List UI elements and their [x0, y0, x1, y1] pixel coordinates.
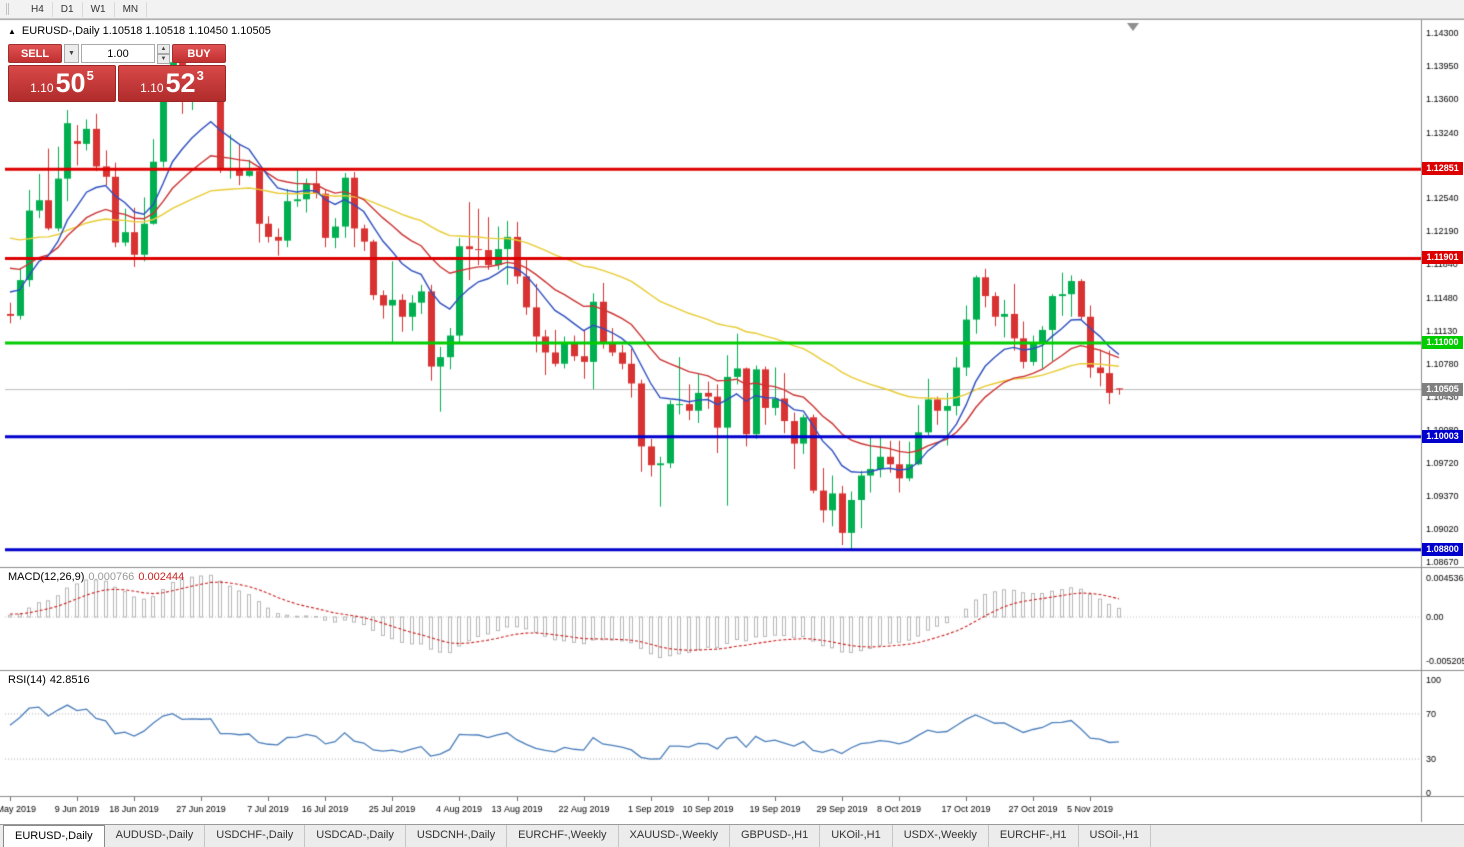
price-level-tag-1.11901[interactable]: 1.11901 [1422, 251, 1463, 264]
buy-button[interactable]: BUY [172, 44, 226, 63]
chart-tab-usoil-h1[interactable]: USOil-,H1 [1079, 825, 1152, 847]
rsi-indicator-label: RSI(14) 42.8516 [8, 674, 90, 686]
macd-label-text: MACD(12,26,9) [8, 571, 85, 583]
chart-tab-bar: EURUSD-,Daily AUDUSD-,Daily USDCHF-,Daily U… [0, 824, 1464, 847]
chart-tab-ukoil-h1[interactable]: UKOil-,H1 [820, 825, 893, 847]
timeframe-h4-button[interactable]: H4 [23, 1, 53, 17]
timeframe-toolbar: H4 D1 W1 MN [0, 0, 1464, 19]
chevron-down-icon: ▼ [68, 50, 75, 57]
chart-tab-audusd-daily[interactable]: AUDUSD-,Daily [105, 825, 206, 847]
chart-tab-eurchf-h1[interactable]: EURCHF-,H1 [989, 825, 1079, 847]
chart-tab-eurchf-weekly[interactable]: EURCHF-,Weekly [507, 825, 619, 847]
toolbar-grip[interactable] [6, 3, 13, 15]
ask-price-big-digits: 52 [165, 68, 196, 98]
chart-tab-usdx-weekly[interactable]: USDX-,Weekly [893, 825, 989, 847]
timeframe-d1-button[interactable]: D1 [53, 1, 83, 17]
bid-price-prefix: 1.10 [30, 81, 54, 95]
trade-panel-collapse-icon[interactable]: ▲ [8, 26, 16, 36]
volume-dropdown-button[interactable]: ▼ [64, 44, 79, 63]
chart-title-line: ▲ EURUSD-,Daily 1.10518 1.10518 1.10450 … [8, 25, 271, 37]
chart-tab-gbpusd-h1[interactable]: GBPUSD-,H1 [730, 825, 821, 847]
chart-ohlc-title: EURUSD-,Daily 1.10518 1.10518 1.10450 1.… [21, 25, 271, 37]
current-price-tag: 1.10505 [1422, 383, 1463, 396]
bid-price-display[interactable]: 1.10 50 5 [8, 65, 116, 102]
rsi-value: 42.8516 [49, 674, 90, 686]
volume-stepper: ▲ ▼ [157, 44, 170, 64]
chart-tab-usdcnh-daily[interactable]: USDCNH-,Daily [406, 825, 508, 847]
bid-price-pipette: 5 [86, 68, 94, 83]
price-level-tag-1.12851[interactable]: 1.12851 [1422, 162, 1463, 175]
bid-price-big-digits: 50 [55, 68, 86, 98]
chart-tab-eurusd-daily[interactable]: EURUSD-,Daily [3, 825, 105, 847]
price-level-tag-1.08800[interactable]: 1.08800 [1422, 543, 1463, 556]
timeframe-buttons: H4 D1 W1 MN [23, 1, 148, 17]
volume-input[interactable] [81, 44, 155, 63]
macd-main-value: 0.000766 [88, 571, 135, 583]
chart-tab-usdcad-daily[interactable]: USDCAD-,Daily [305, 825, 406, 847]
sell-button[interactable]: SELL [8, 44, 62, 63]
timeframe-mn-button[interactable]: MN [115, 1, 148, 17]
price-level-tag-1.10003[interactable]: 1.10003 [1422, 430, 1463, 443]
price-chart-canvas[interactable] [0, 19, 1464, 824]
volume-increase-button[interactable]: ▲ [157, 44, 170, 54]
price-level-tag-1.11000[interactable]: 1.11000 [1422, 336, 1463, 349]
ask-price-pipette: 3 [196, 68, 204, 83]
chart-tab-xauusd-weekly[interactable]: XAUUSD-,Weekly [619, 825, 730, 847]
macd-signal-value: 0.002444 [138, 571, 185, 583]
ask-price-prefix: 1.10 [140, 81, 164, 95]
macd-indicator-label: MACD(12,26,9) 0.000766 0.002444 [8, 571, 184, 583]
rsi-label-text: RSI(14) [8, 674, 46, 686]
chart-tab-usdchf-daily[interactable]: USDCHF-,Daily [205, 825, 306, 847]
ask-price-display[interactable]: 1.10 52 3 [118, 65, 226, 102]
volume-decrease-button[interactable]: ▼ [157, 54, 170, 64]
timeframe-w1-button[interactable]: W1 [83, 1, 115, 17]
